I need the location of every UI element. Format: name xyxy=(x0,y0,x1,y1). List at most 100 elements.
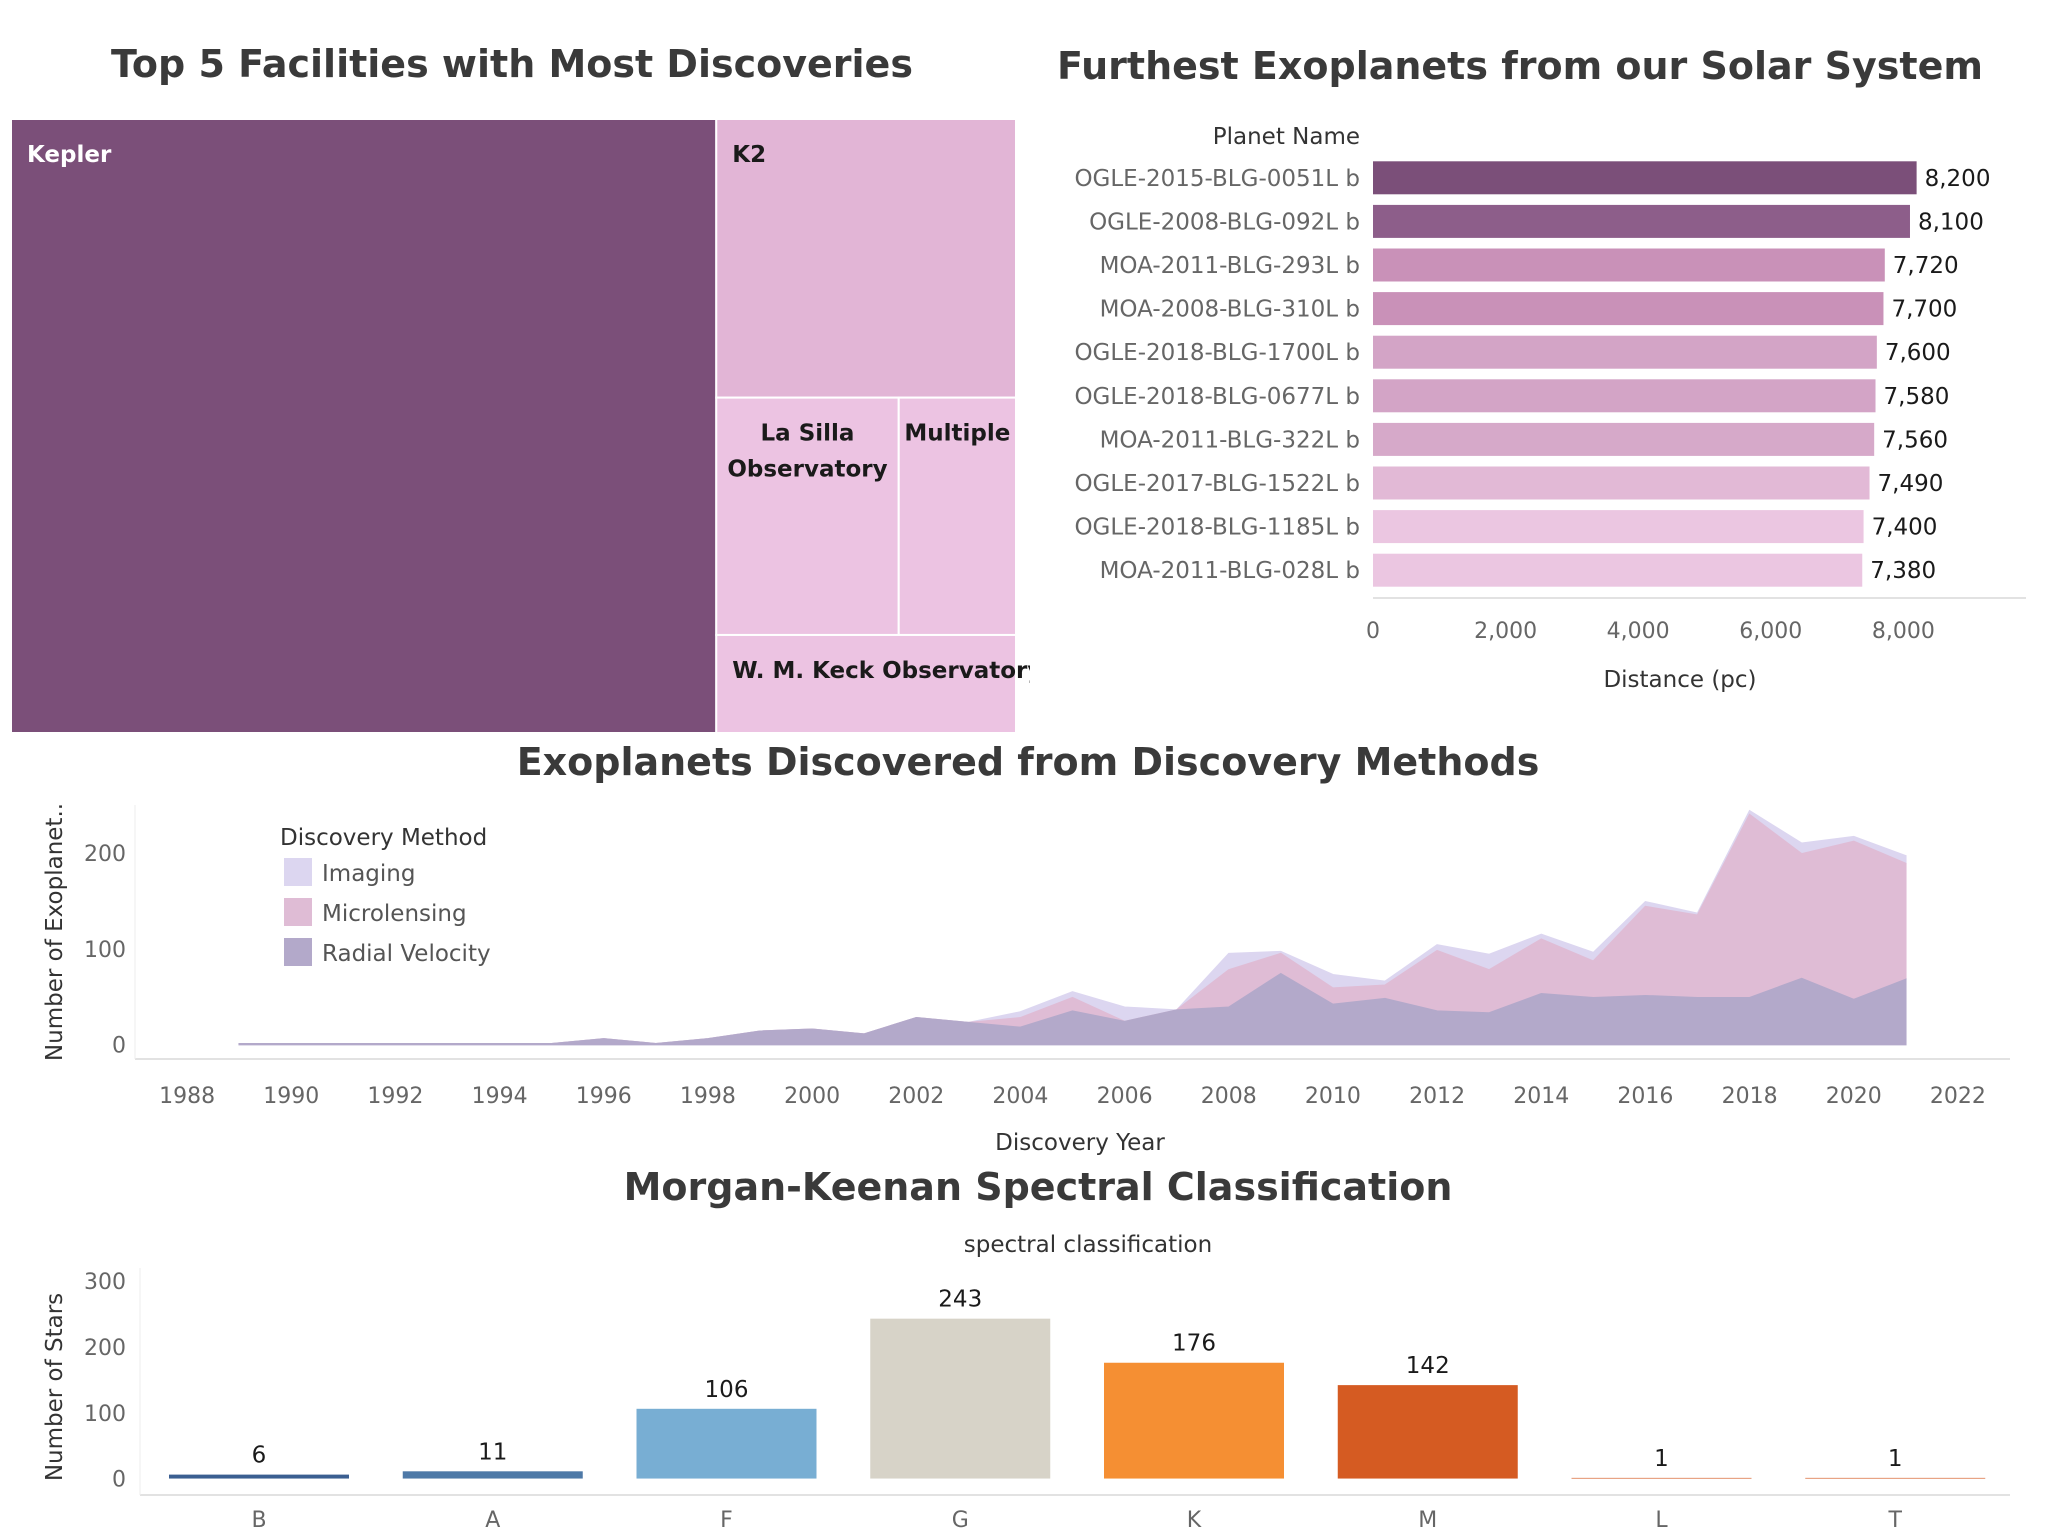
spectral-x-tick: B xyxy=(251,1508,266,1533)
methods-legend-label: Microlensing xyxy=(322,901,467,927)
spectral-bar xyxy=(636,1408,817,1479)
methods-panel: Exoplanets Discovered from Discovery Met… xyxy=(0,740,2046,1180)
spectral-value-label: 6 xyxy=(252,1443,267,1469)
methods-legend-label: Radial Velocity xyxy=(322,941,491,967)
methods-legend-swatch xyxy=(284,898,312,926)
methods-x-tick: 1990 xyxy=(263,1084,319,1109)
furthest-category-label: MOA-2008-BLG-310L b xyxy=(1100,297,1360,323)
methods-x-tick: 1988 xyxy=(159,1084,215,1109)
spectral-x-tick: A xyxy=(485,1508,500,1533)
furthest-title: Furthest Exoplanets from our Solar Syste… xyxy=(1057,44,1983,88)
methods-legend-label: Imaging xyxy=(322,861,415,887)
methods-title: Exoplanets Discovered from Discovery Met… xyxy=(516,740,1540,784)
furthest-bar xyxy=(1373,553,1863,587)
methods-x-tick: 2022 xyxy=(1930,1084,1986,1109)
spectral-value-label: 1 xyxy=(1888,1446,1903,1472)
treemap-title: Top 5 Facilities with Most Discoveries xyxy=(111,42,913,86)
spectral-x-tick: F xyxy=(720,1508,733,1533)
furthest-value-label: 7,600 xyxy=(1885,340,1951,366)
methods-x-tick: 2002 xyxy=(888,1084,944,1109)
methods-x-tick: 2008 xyxy=(1201,1084,1257,1109)
furthest-bar xyxy=(1373,161,1917,195)
furthest-x-tick: 6,000 xyxy=(1739,619,1802,644)
furthest-bar xyxy=(1373,204,1910,238)
furthest-value-label: 8,100 xyxy=(1918,209,1984,235)
treemap-cell-2 xyxy=(715,396,900,636)
spectral-x-tick: T xyxy=(1888,1508,1903,1533)
furthest-x-tick: 0 xyxy=(1366,619,1380,644)
treemap-panel: Top 5 Facilities with Most Discoveries K… xyxy=(0,0,1030,740)
spectral-bar xyxy=(1337,1385,1518,1479)
furthest-category-label: OGLE-2018-BLG-1700L b xyxy=(1074,340,1360,366)
furthest-value-label: 7,720 xyxy=(1893,253,1959,279)
furthest-ylabel: Planet Name xyxy=(1213,124,1360,150)
treemap-label-1: K2 xyxy=(732,142,766,168)
methods-xlabel: Discovery Year xyxy=(995,1130,1165,1156)
furthest-bar xyxy=(1373,379,1876,413)
spectral-value-label: 142 xyxy=(1406,1353,1450,1379)
spectral-bar xyxy=(169,1474,349,1479)
methods-x-tick: 2000 xyxy=(784,1084,840,1109)
methods-legend-title: Discovery Method xyxy=(280,825,487,851)
furthest-x-tick: 2,000 xyxy=(1474,619,1537,644)
spectral-value-label: 176 xyxy=(1172,1331,1216,1357)
spectral-bar xyxy=(870,1318,1051,1479)
furthest-xlabel: Distance (pc) xyxy=(1603,667,1756,693)
spectral-bar xyxy=(402,1471,583,1479)
spectral-chart: spectral classification 0 100 200 300 Number … xyxy=(42,1232,2010,1533)
furthest-bar xyxy=(1373,248,1885,282)
furthest-panel: Furthest Exoplanets from our Solar Syste… xyxy=(1030,0,2046,740)
furthest-value-label: 7,490 xyxy=(1878,471,1944,497)
spectral-value-label: 106 xyxy=(705,1377,749,1403)
treemap-cell-1 xyxy=(715,118,1018,399)
spectral-y-tick: 100 xyxy=(84,1402,126,1427)
furthest-category-label: OGLE-2018-BLG-0677L b xyxy=(1074,384,1360,410)
spectral-panel: Morgan-Keenan Spectral Classification sp… xyxy=(0,1165,2046,1534)
spectral-y-tick: 300 xyxy=(84,1270,126,1295)
furthest-value-label: 8,200 xyxy=(1925,166,1991,192)
methods-x-tick: 2010 xyxy=(1305,1084,1361,1109)
spectral-x-tick: K xyxy=(1187,1508,1202,1533)
treemap-cell-4 xyxy=(715,633,1018,734)
methods-x-tick: 2016 xyxy=(1617,1084,1673,1109)
furthest-category-label: OGLE-2008-BLG-092L b xyxy=(1089,209,1360,235)
furthest-x-tick: 8,000 xyxy=(1872,619,1935,644)
spectral-bar xyxy=(1571,1477,1752,1479)
spectral-x-tick: M xyxy=(1418,1508,1437,1533)
methods-legend-swatch xyxy=(284,938,312,966)
treemap-cell-0 xyxy=(10,118,718,734)
spectral-y-tick: 0 xyxy=(112,1468,126,1493)
methods-x-tick: 2020 xyxy=(1826,1084,1882,1109)
spectral-subtitle: spectral classification xyxy=(964,1232,1212,1258)
spectral-value-label: 1 xyxy=(1654,1446,1669,1472)
furthest-x-tick: 4,000 xyxy=(1607,619,1670,644)
furthest-category-label: OGLE-2017-BLG-1522L b xyxy=(1074,471,1360,497)
furthest-category-label: OGLE-2018-BLG-1185L b xyxy=(1074,515,1360,541)
spectral-bar xyxy=(1104,1362,1284,1479)
treemap-label-4: W. M. Keck Observatory xyxy=(732,658,1030,684)
spectral-bar xyxy=(1805,1477,1986,1479)
methods-ylabel: Number of Exoplanet.. xyxy=(42,803,68,1061)
furthest-bar xyxy=(1373,335,1877,369)
methods-area-radial-velocity xyxy=(238,972,1907,1046)
furthest-bar xyxy=(1373,292,1884,326)
treemap-label-3: Multiple xyxy=(904,421,1010,447)
methods-x-tick: 2012 xyxy=(1409,1084,1465,1109)
methods-x-tick: 2014 xyxy=(1513,1084,1569,1109)
methods-x-tick: 1998 xyxy=(680,1084,736,1109)
furthest-bar xyxy=(1373,510,1864,544)
furthest-bar xyxy=(1373,422,1875,456)
methods-legend-swatch xyxy=(284,858,312,886)
methods-chart: 0 100 200 1988 1990 1992 1994 1996 1998 2000 2002 2… xyxy=(42,803,2010,1156)
spectral-ylabel: Number of Stars xyxy=(42,1293,68,1481)
methods-x-tick: 1992 xyxy=(367,1084,423,1109)
methods-y-tick: 0 xyxy=(112,1034,126,1059)
furthest-value-label: 7,400 xyxy=(1872,515,1938,541)
spectral-value-label: 11 xyxy=(478,1439,507,1465)
methods-y-tick: 200 xyxy=(84,842,126,867)
furthest-category-label: MOA-2011-BLG-322L b xyxy=(1100,427,1360,453)
furthest-value-label: 7,560 xyxy=(1882,427,1948,453)
methods-y-tick: 100 xyxy=(84,938,126,963)
furthest-value-label: 7,380 xyxy=(1870,558,1936,584)
methods-x-tick: 2018 xyxy=(1722,1084,1778,1109)
